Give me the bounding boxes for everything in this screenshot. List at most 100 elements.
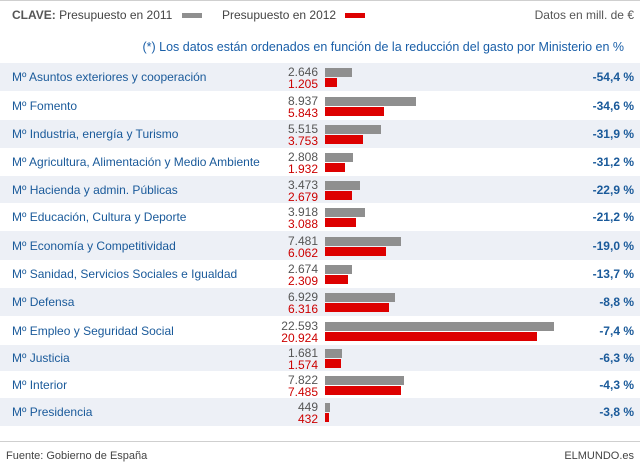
legend-key-label: CLAVE: xyxy=(12,8,56,22)
bar-2012 xyxy=(325,275,348,284)
category-label: Mº Sanidad, Servicios Sociales e Igualda… xyxy=(12,267,238,281)
change-pct-label: -13,7 % xyxy=(592,267,634,281)
bar-2011 xyxy=(325,375,404,385)
value-2011-label: 8.937 xyxy=(287,93,318,108)
bar-2011 xyxy=(325,96,416,106)
bar-2012 xyxy=(325,78,337,87)
change-pct-label: -34,6 % xyxy=(592,98,634,113)
category-label: Mº Presidencia xyxy=(12,405,93,419)
bar-2012 xyxy=(325,106,384,116)
change-pct-label: -22,9 % xyxy=(592,182,634,197)
bar-2012 xyxy=(325,135,363,144)
chart-row: Mº Sanidad, Servicios Sociales e Igualda… xyxy=(0,260,640,288)
value-2012-label: 1.932 xyxy=(287,162,318,176)
category-label: Mº Interior xyxy=(12,377,68,392)
chart-row: Mº Defensa 6.929 6.316 -8,8 % xyxy=(0,288,640,316)
legend-2011-label: Presupuesto en 2011 xyxy=(59,8,173,22)
brand-label: ELMUNDO.es xyxy=(564,450,634,462)
value-2011-label: 22.593 xyxy=(281,318,318,333)
value-2011-label: 3.918 xyxy=(287,205,318,219)
bar-2011 xyxy=(325,125,381,134)
legend-2012-label: Presupuesto en 2012 xyxy=(222,8,337,22)
value-2012-label: 3.088 xyxy=(287,217,318,231)
bar-2012 xyxy=(325,218,356,227)
category-label: Mº Hacienda y admin. Públicas xyxy=(12,182,178,197)
value-2011-label: 3.473 xyxy=(287,177,318,192)
bar-2011 xyxy=(325,403,330,412)
change-pct-label: -31,9 % xyxy=(592,127,634,141)
category-label: Mº Industria, energía y Turismo xyxy=(12,127,179,141)
change-pct-label: -4,3 % xyxy=(599,377,634,392)
change-pct-label: -7,4 % xyxy=(599,323,634,338)
change-pct-label: -21,2 % xyxy=(592,210,634,224)
bar-2011 xyxy=(325,68,352,77)
chart-row: Mº Industria, energía y Turismo 5.515 3.75… xyxy=(0,120,640,148)
category-label: Mº Economía y Competitividad xyxy=(12,238,176,253)
value-2012-label: 3.753 xyxy=(287,134,318,148)
bar-2011 xyxy=(325,265,352,274)
legend-2012: Presupuesto en 2012 xyxy=(222,8,366,22)
category-label: Mº Asuntos exteriores y cooperación xyxy=(12,70,207,84)
top-divider xyxy=(0,0,640,1)
bar-2011 xyxy=(325,236,401,246)
chart-row: Mº Interior 7.822 7.485 -4,3 % xyxy=(0,371,640,398)
value-2012-label: 6.316 xyxy=(287,302,318,316)
bar-2012 xyxy=(325,303,389,312)
legend-2012-swatch xyxy=(345,13,366,19)
chart-row: Mº Agricultura, Alimentación y Medio Amb… xyxy=(0,148,640,176)
change-pct-label: -31,2 % xyxy=(592,155,634,169)
bar-2012 xyxy=(325,163,345,172)
bar-2011 xyxy=(325,180,360,190)
change-pct-label: -8,8 % xyxy=(599,295,634,309)
category-label: Mº Fomento xyxy=(12,98,78,113)
category-label: Mº Justicia xyxy=(12,351,70,365)
value-2012-label: 6.062 xyxy=(287,245,318,260)
bar-2011 xyxy=(325,153,353,162)
value-2012-label: 1.205 xyxy=(287,77,318,91)
value-2012-label: 2.309 xyxy=(287,274,318,288)
sort-note: (*) Los datos están ordenados en función… xyxy=(142,40,624,54)
chart-row: Mº Educación, Cultura y Deporte 3.918 3.08… xyxy=(0,203,640,231)
chart-row: Mº Fomento 8.937 5.843 -34,6 % xyxy=(0,91,640,120)
change-pct-label: -6,3 % xyxy=(599,351,634,365)
bar-2012 xyxy=(325,190,352,200)
bar-2011 xyxy=(325,293,395,302)
category-label: Mº Defensa xyxy=(12,295,75,309)
bar-2011 xyxy=(325,321,554,331)
chart-row: Mº Justicia 1.681 1.574 -6,3 % xyxy=(0,345,640,371)
value-2012-label: 1.574 xyxy=(287,358,318,372)
chart-row: Mº Presidencia 449 432 -3,8 % xyxy=(0,398,640,426)
change-pct-label: -54,4 % xyxy=(592,70,634,84)
chart-row: Mº Asuntos exteriores y cooperación 2.646… xyxy=(0,63,640,91)
legend-header: CLAVE: Presupuesto en 2011 Presupuesto e… xyxy=(0,8,640,30)
value-2011-label: 1.681 xyxy=(287,346,318,360)
units-label: Datos en mill. de € xyxy=(534,8,634,22)
bar-2012 xyxy=(325,413,329,422)
legend-2011: CLAVE: Presupuesto en 2011 xyxy=(12,8,202,22)
change-pct-label: -3,8 % xyxy=(599,405,634,419)
value-2011-label: 2.646 xyxy=(287,65,318,79)
bottom-divider xyxy=(0,441,640,442)
bar-2011 xyxy=(325,208,365,217)
value-2011-label: 5.515 xyxy=(287,122,318,136)
bar-2011 xyxy=(325,349,342,358)
value-2012-label: 20.924 xyxy=(281,330,318,345)
bar-2012 xyxy=(325,385,401,395)
value-2012-label: 432 xyxy=(297,412,318,426)
value-2011-label: 7.481 xyxy=(287,233,318,248)
value-2012-label: 7.485 xyxy=(287,384,318,399)
category-label: Mº Educación, Cultura y Deporte xyxy=(12,210,187,224)
change-pct-label: -19,0 % xyxy=(592,238,634,253)
value-2012-label: 2.679 xyxy=(287,189,318,204)
source-label: Fuente: Gobierno de España xyxy=(6,450,148,462)
value-2011-label: 2.808 xyxy=(287,150,318,164)
value-2011-label: 2.674 xyxy=(287,262,318,276)
value-2011-label: 7.822 xyxy=(287,372,318,387)
chart-row: Mº Economía y Competitividad 7.481 6.062 -1… xyxy=(0,231,640,260)
chart-row: Mº Hacienda y admin. Públicas 3.473 2.679 -… xyxy=(0,176,640,203)
bar-2012 xyxy=(325,246,386,256)
value-2011-label: 449 xyxy=(297,400,318,414)
value-2012-label: 5.843 xyxy=(287,105,318,120)
category-label: Mº Agricultura, Alimentación y Medio Amb… xyxy=(12,155,260,169)
bar-2012 xyxy=(325,331,537,341)
